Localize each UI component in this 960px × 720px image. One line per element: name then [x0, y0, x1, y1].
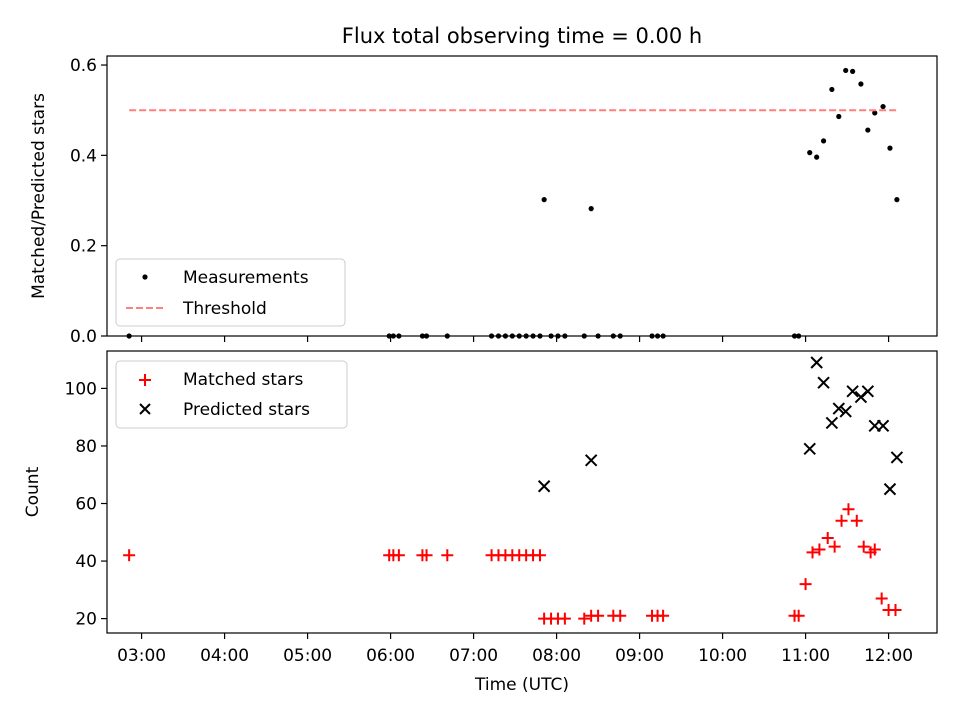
measurement-point: [850, 68, 856, 74]
x-axis-label: Time (UTC): [474, 675, 569, 695]
x-tick-label: 10:00: [698, 646, 747, 666]
matched-point: [441, 549, 454, 562]
matched-point: [835, 514, 848, 527]
matched-point: [123, 549, 136, 562]
y-tick-label: 20: [75, 610, 97, 630]
matched-point: [813, 543, 826, 556]
legend-matched-marker: [139, 374, 151, 386]
matched-point: [592, 609, 605, 622]
measurement-point: [887, 145, 893, 151]
matched-point: [842, 503, 855, 516]
ratio-chart: Flux total observing time = 0.00 h 0.00.…: [29, 24, 938, 347]
count-legend: Matched stars Predicted stars: [115, 360, 348, 429]
predicted-point: [861, 385, 875, 398]
matched-point: [799, 578, 812, 591]
legend-matched-label: Matched stars: [183, 370, 303, 390]
matched-point: [857, 540, 870, 553]
y-tick-label: 0.0: [70, 327, 97, 347]
predicted-point: [537, 480, 551, 493]
matched-point: [614, 609, 627, 622]
matched-point: [420, 549, 433, 562]
chart-title: Flux total observing time = 0.00 h: [342, 24, 702, 48]
x-tick-label: 06:00: [366, 646, 415, 666]
measurement-point: [843, 67, 849, 74]
predicted-point: [584, 454, 598, 467]
x-tick-label: 12:00: [864, 646, 913, 666]
matched-point: [392, 549, 405, 562]
y-axis-label: Matched/Predicted stars: [29, 93, 49, 299]
predicted-point: [810, 356, 823, 369]
x-tick-label: 07:00: [449, 646, 498, 666]
measurement-point: [807, 150, 813, 156]
y-tick-label: 0.4: [70, 146, 97, 166]
measurement-point: [836, 113, 842, 120]
predicted-point: [876, 419, 890, 433]
predicted-point: [803, 442, 816, 456]
x-tick-label: 05:00: [283, 646, 332, 666]
ratio-y-axis: 0.0 0.2 0.4 0.6: [70, 56, 107, 347]
measurement-point: [588, 206, 594, 212]
legend-predicted-marker: [139, 403, 151, 415]
predicted-point: [846, 385, 859, 398]
legend-predicted-label: Predicted stars: [183, 400, 310, 420]
y-tick-label: 100: [65, 379, 97, 399]
x-tick-label: 08:00: [532, 646, 581, 666]
y-tick-label: 80: [75, 437, 97, 457]
count-y-axis: 20 40 60 80 100: [65, 379, 107, 630]
x-tick-label: 11:00: [781, 646, 830, 666]
measurement-point: [858, 81, 864, 87]
predicted-point: [817, 376, 830, 389]
y-tick-label: 60: [75, 495, 97, 515]
measurement-point: [820, 138, 827, 144]
legend-threshold-label: Threshold: [182, 299, 267, 319]
matched-point: [828, 540, 841, 553]
measurement-point: [872, 110, 878, 116]
matched-point: [850, 514, 863, 527]
ratio-x-axis: [140, 336, 890, 342]
y-tick-label: 0.6: [70, 56, 97, 76]
y-tick-label: 40: [75, 552, 97, 572]
matched-point: [578, 612, 591, 625]
predicted-point: [839, 405, 852, 418]
predicted-point: [825, 416, 839, 430]
count-x-axis: 03:00 04:00 05:00 06:00 07:00 08:00 09:00 10:00…: [117, 633, 913, 666]
matched-point: [533, 549, 546, 562]
ratio-marks: [126, 67, 900, 339]
count-marks: [123, 356, 904, 625]
legend-measurements-marker: [142, 274, 148, 280]
matched-point: [875, 592, 888, 605]
predicted-point: [832, 402, 845, 415]
matched-point: [558, 612, 571, 625]
predicted-point: [890, 451, 904, 464]
ratio-plot-frame: [106, 55, 938, 337]
measurement-point: [894, 197, 900, 203]
count-plot-frame: [106, 350, 938, 634]
matched-point: [792, 609, 805, 622]
matched-point: [821, 532, 834, 545]
matched-point: [657, 609, 670, 622]
measurement-point: [829, 86, 835, 93]
x-tick-label: 04:00: [200, 646, 249, 666]
measurement-point: [865, 127, 871, 133]
matched-point: [868, 543, 881, 556]
ratio-legend: Measurements Threshold: [115, 258, 346, 327]
y-tick-label: 0.2: [70, 237, 97, 257]
measurement-point: [814, 154, 820, 160]
x-tick-label: 09:00: [615, 646, 664, 666]
count-chart: 20 40 60 80 100 03:00 04:00 05:00 06:00 07:00 08:…: [23, 350, 938, 695]
x-tick-label: 03:00: [117, 646, 166, 666]
measurement-point: [880, 103, 886, 110]
matched-point: [889, 603, 902, 616]
legend-measurements-label: Measurements: [183, 268, 309, 288]
matched-point: [806, 546, 819, 559]
y-axis-label: Count: [23, 466, 43, 517]
predicted-point: [883, 482, 897, 496]
measurement-point: [541, 197, 547, 203]
